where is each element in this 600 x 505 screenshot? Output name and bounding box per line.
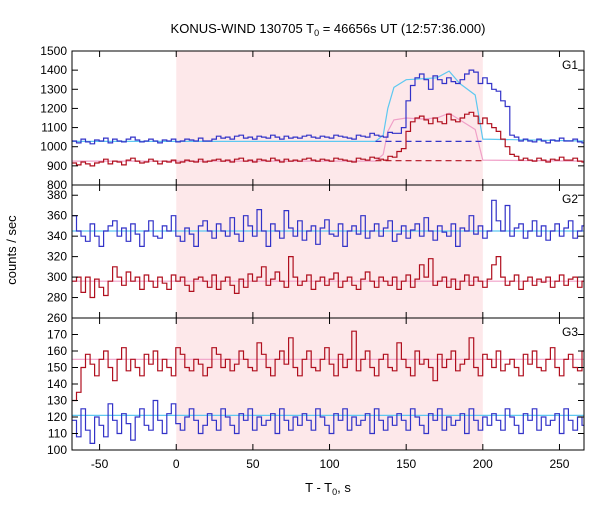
y-tick-label: 320 <box>47 250 67 264</box>
y-tick-label: 800 <box>47 178 67 192</box>
series-red <box>72 256 584 299</box>
y-tick-label: 130 <box>47 394 67 408</box>
panel-g1: 800 900 1000 1100 1200 1300 1400 1500 G1 <box>40 44 585 192</box>
highlight-band <box>176 185 483 318</box>
y-tick-label: 1300 <box>40 82 67 96</box>
y-tick-label: 160 <box>47 344 67 358</box>
x-tick-label: 50 <box>246 457 260 471</box>
x-axis-label: T - T0, s <box>305 480 351 497</box>
fit-line-pink <box>72 112 585 162</box>
y-tick-label: 1200 <box>40 101 67 115</box>
y-tick-label: 1100 <box>41 121 67 135</box>
y-tick-label: 170 <box>47 328 67 342</box>
y-tick-label: 300 <box>47 270 67 284</box>
y-tick-label: 260 <box>47 311 67 325</box>
chart-title: KONUS-WIND 130705 T0 = 46656s UT (12:57:… <box>171 21 486 38</box>
y-tick-label: 1400 <box>40 63 67 77</box>
y-tick-label: 340 <box>47 229 67 243</box>
y-tick-label: 110 <box>48 427 67 441</box>
x-tick-label: 100 <box>320 457 340 471</box>
series-red <box>72 330 584 402</box>
x-tick-label: -50 <box>91 457 109 471</box>
chart-title-sub: 0 <box>314 28 319 38</box>
x-tick-label: 200 <box>473 457 493 471</box>
x-tick-label: 150 <box>396 457 416 471</box>
y-tick-label: 100 <box>47 443 67 457</box>
y-tick-label: 380 <box>47 188 67 202</box>
x-tick-label: 0 <box>173 457 180 471</box>
fit-line-light_blue <box>72 70 585 142</box>
y-tick-label: 140 <box>47 377 67 391</box>
y-tick-label: 1000 <box>40 140 67 154</box>
panel-label: G2 <box>562 192 578 206</box>
chart-title-rest: = 46656s UT (12:57:36.000) <box>319 21 485 36</box>
series-red <box>72 111 584 167</box>
x-axis-label-rest: , s <box>337 480 351 495</box>
y-tick-label: 150 <box>47 361 67 375</box>
panel-label: G1 <box>562 58 578 72</box>
panel-g2: 260 280 300 320 340 360 380 G2 <box>47 184 585 325</box>
panel-g3: 100 110 120 130 140 150 160 170 G3 <box>47 317 585 457</box>
y-axis-label: counts / sec <box>4 215 19 285</box>
series-blue <box>72 399 584 444</box>
chart-title-main: KONUS-WIND 130705 T <box>171 21 315 36</box>
panel-label: G3 <box>562 325 578 339</box>
y-tick-label: 900 <box>47 159 67 173</box>
x-axis-label-main: T - T <box>305 480 332 495</box>
x-axis-label-sub: 0 <box>332 487 337 497</box>
plot-layer: 800900100011001200130014001500G126028030… <box>40 44 585 471</box>
y-tick-label: 280 <box>47 291 67 305</box>
y-tick-label: 1500 <box>40 44 67 58</box>
y-tick-label: 120 <box>47 410 67 424</box>
x-tick-label: 250 <box>549 457 569 471</box>
y-tick-label: 360 <box>47 209 67 223</box>
series-blue <box>72 199 584 247</box>
series-blue <box>72 69 584 145</box>
